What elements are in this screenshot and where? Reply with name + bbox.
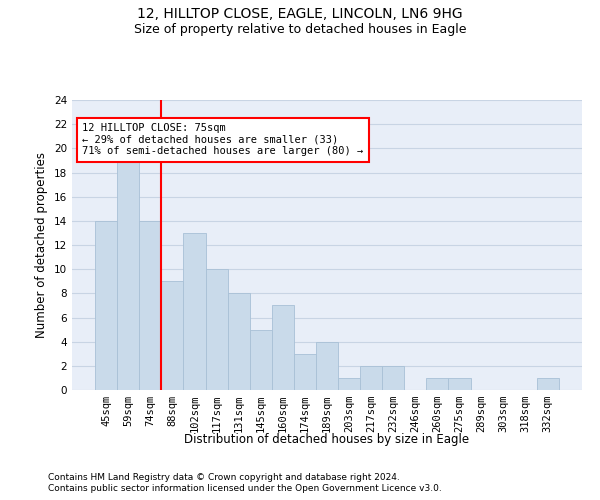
Bar — [316, 342, 338, 390]
Text: 12 HILLTOP CLOSE: 75sqm
← 29% of detached houses are smaller (33)
71% of semi-de: 12 HILLTOP CLOSE: 75sqm ← 29% of detache… — [82, 123, 364, 156]
Bar — [338, 378, 360, 390]
Bar — [294, 354, 316, 390]
Bar — [161, 281, 184, 390]
Bar — [184, 233, 206, 390]
Bar — [360, 366, 382, 390]
Bar — [448, 378, 470, 390]
Bar — [272, 306, 294, 390]
Text: 12, HILLTOP CLOSE, EAGLE, LINCOLN, LN6 9HG: 12, HILLTOP CLOSE, EAGLE, LINCOLN, LN6 9… — [137, 8, 463, 22]
Text: Contains HM Land Registry data © Crown copyright and database right 2024.: Contains HM Land Registry data © Crown c… — [48, 472, 400, 482]
Text: Size of property relative to detached houses in Eagle: Size of property relative to detached ho… — [134, 22, 466, 36]
Bar — [95, 221, 117, 390]
Bar — [250, 330, 272, 390]
Y-axis label: Number of detached properties: Number of detached properties — [35, 152, 49, 338]
Bar — [117, 160, 139, 390]
Bar — [537, 378, 559, 390]
Text: Distribution of detached houses by size in Eagle: Distribution of detached houses by size … — [184, 432, 470, 446]
Bar — [227, 294, 250, 390]
Bar — [427, 378, 448, 390]
Bar — [206, 269, 227, 390]
Bar — [139, 221, 161, 390]
Bar — [382, 366, 404, 390]
Text: Contains public sector information licensed under the Open Government Licence v3: Contains public sector information licen… — [48, 484, 442, 493]
